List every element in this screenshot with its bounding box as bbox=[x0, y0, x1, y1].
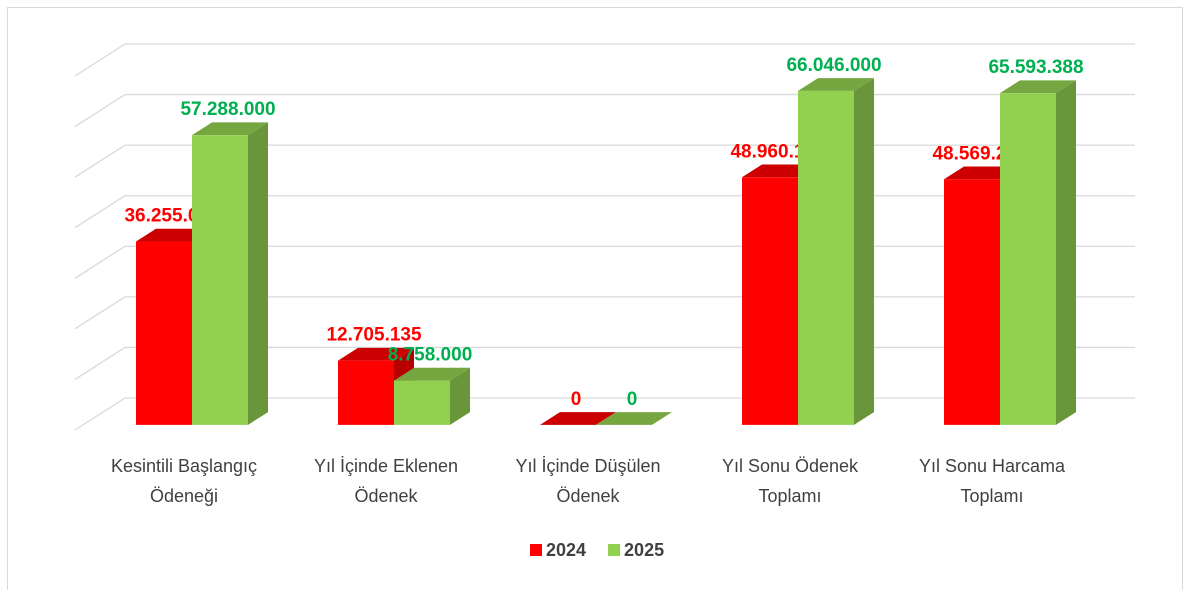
legend-swatch bbox=[530, 544, 542, 556]
bar-3d bbox=[798, 78, 874, 425]
bar-top bbox=[394, 367, 470, 381]
bar-top bbox=[540, 412, 616, 425]
legend-swatch bbox=[608, 544, 621, 556]
value-label: 65.593.388 bbox=[988, 57, 1083, 78]
value-label: 0 bbox=[571, 389, 582, 410]
bar bbox=[338, 360, 394, 425]
bar bbox=[1000, 93, 1056, 425]
bar-3d bbox=[192, 122, 268, 425]
value-label: 0 bbox=[627, 389, 638, 410]
x-tick-label: Toplamı bbox=[758, 486, 821, 506]
x-tick-label: Ödeneği bbox=[150, 486, 218, 506]
x-tick-label: Yıl Sonu Ödenek bbox=[722, 456, 859, 476]
bar bbox=[798, 90, 854, 425]
bar bbox=[136, 241, 192, 425]
grid-line-side bbox=[74, 397, 126, 431]
x-tick-label: Kesintili Başlangıç bbox=[111, 456, 257, 476]
x-tick-label: Toplamı bbox=[960, 486, 1023, 506]
bar-side bbox=[854, 78, 874, 425]
grid-line-side bbox=[74, 346, 126, 380]
bar-top bbox=[798, 78, 874, 91]
bar-top bbox=[192, 122, 268, 136]
x-tick-label: Ödenek bbox=[556, 486, 620, 506]
x-tick-label: Yıl İçinde Düşülen bbox=[515, 456, 660, 476]
grid-line-side bbox=[74, 195, 126, 229]
grid-line-side bbox=[74, 296, 126, 330]
bar bbox=[192, 135, 248, 425]
value-label: 57.288.000 bbox=[180, 99, 275, 120]
x-tick-label: Ödenek bbox=[354, 486, 418, 506]
grid-line-side bbox=[74, 94, 126, 128]
bar-3d bbox=[596, 412, 672, 425]
value-label: 12.705.135 bbox=[326, 325, 422, 346]
bar bbox=[742, 177, 798, 425]
value-label: 66.046.000 bbox=[786, 55, 881, 76]
grid-line-side bbox=[74, 144, 126, 178]
x-tick-label: Yıl Sonu Harcama bbox=[919, 456, 1066, 476]
bar-top bbox=[1000, 80, 1076, 94]
bar-3d bbox=[394, 367, 470, 425]
bar-3d bbox=[1000, 80, 1076, 425]
bar-3d bbox=[540, 412, 616, 425]
grid-line-side bbox=[74, 43, 126, 77]
legend-label: 2025 bbox=[624, 540, 664, 560]
grid-line-side bbox=[74, 245, 126, 279]
x-tick-label: Yıl İçinde Eklenen bbox=[314, 456, 458, 476]
bar-side bbox=[450, 367, 470, 425]
bar bbox=[394, 380, 450, 425]
bar-top bbox=[596, 412, 672, 425]
bar-top bbox=[338, 347, 414, 361]
bar-side bbox=[248, 122, 268, 425]
value-label: 8.758.000 bbox=[388, 345, 473, 366]
bar bbox=[944, 179, 1000, 425]
legend-label: 2024 bbox=[546, 540, 586, 560]
bar-side bbox=[1056, 80, 1076, 425]
